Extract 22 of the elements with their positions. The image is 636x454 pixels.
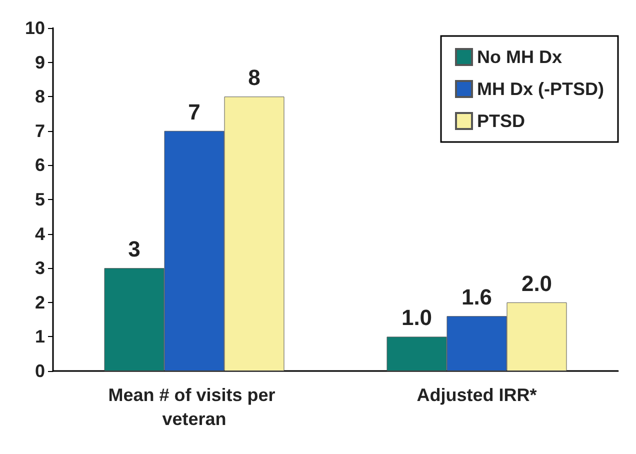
x-tick-label: Adjusted IRR* (416, 385, 537, 405)
data-label: 3 (128, 236, 140, 262)
y-tick-label: 10 (24, 18, 45, 38)
y-tick-label: 5 (34, 190, 45, 210)
legend-label: No MH Dx (477, 47, 562, 67)
data-label: 8 (248, 65, 260, 90)
data-label: 1.0 (401, 305, 432, 330)
y-tick-label: 7 (34, 120, 45, 141)
data-label: 2.0 (521, 270, 552, 296)
data-label: 7 (188, 99, 200, 124)
data-label: 1.6 (461, 284, 492, 310)
y-tick-label: 8 (34, 86, 45, 107)
y-tick-label: 4 (34, 224, 45, 244)
y-tick-label: 9 (34, 52, 45, 72)
y-tick-label: 0 (34, 361, 45, 381)
y-tick-label: 1 (34, 326, 45, 347)
y-tick-label: 2 (34, 292, 45, 312)
legend-label: MH Dx (-PTSD) (477, 79, 604, 99)
y-tick-label: 6 (34, 155, 45, 176)
y-tick-label: 3 (34, 258, 45, 278)
legend-label: PTSD (477, 111, 526, 131)
x-tick-label: Mean # of visits per veteran (108, 385, 280, 429)
